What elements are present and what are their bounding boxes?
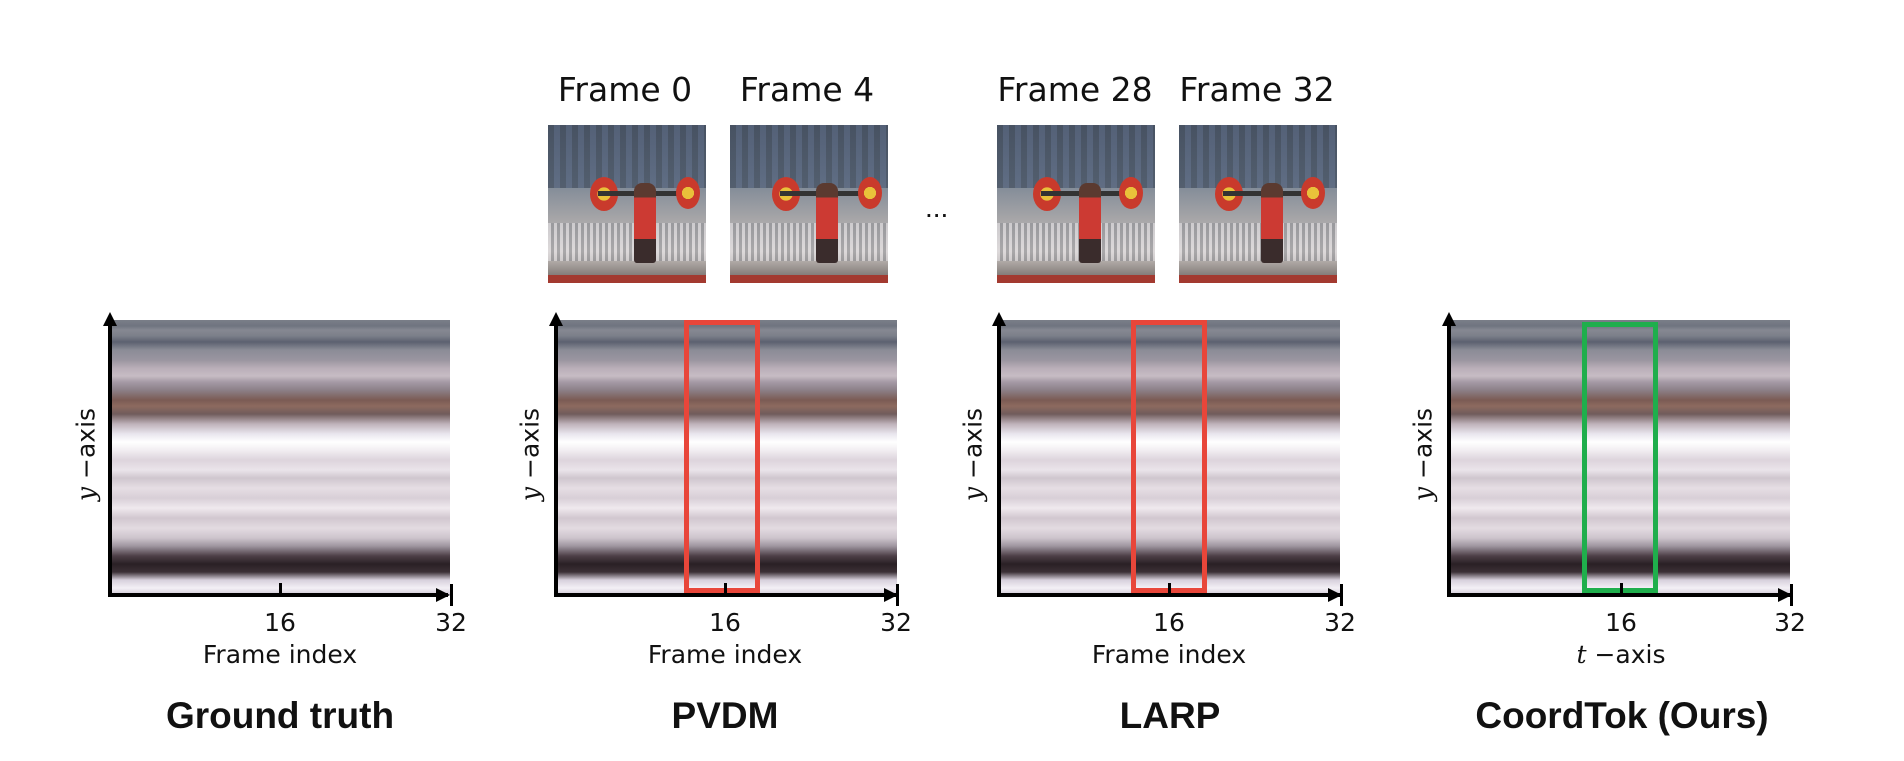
y-axis-label: y −axis — [71, 407, 101, 502]
frames-ellipsis: ... — [925, 192, 949, 223]
highlight-box — [684, 320, 760, 593]
tick-label-16: 16 — [1605, 608, 1637, 637]
x-axis-label: Frame index — [647, 640, 803, 669]
tick-label-32: 32 — [1324, 608, 1356, 637]
y-axis-line — [1447, 325, 1451, 597]
x-axis-label: t −axis — [1576, 640, 1666, 669]
x-tick-16 — [1168, 583, 1171, 597]
frame-thumbnail-0 — [548, 125, 706, 283]
x-axis-end-bar — [1340, 584, 1343, 606]
xt-slice-ground-truth — [110, 320, 450, 595]
x-axis-line — [1447, 593, 1790, 597]
y-axis-arrow-icon — [992, 312, 1006, 326]
panel-title: LARP — [1119, 695, 1221, 736]
xt-slice-pvdm — [557, 320, 897, 595]
x-axis-arrow-icon — [1778, 588, 1792, 602]
x-tick-16 — [1620, 583, 1623, 597]
y-axis-arrow-icon — [549, 312, 563, 326]
tick-label-32: 32 — [1774, 608, 1806, 637]
xt-slice-coordtok — [1450, 320, 1790, 595]
panel-title: CoordTok (Ours) — [1475, 695, 1769, 736]
x-axis-label: Frame index — [1091, 640, 1247, 669]
y-axis-label: y −axis — [1408, 407, 1438, 502]
tick-label-32: 32 — [435, 608, 467, 637]
y-axis-line — [108, 325, 112, 597]
tick-label-16: 16 — [1153, 608, 1185, 637]
tick-label-32: 32 — [880, 608, 912, 637]
y-axis-line — [554, 325, 558, 597]
frame-thumbnail-32 — [1179, 125, 1337, 283]
x-tick-16 — [724, 583, 727, 597]
frame-thumbnail-28 — [997, 125, 1155, 283]
tick-label-16: 16 — [264, 608, 296, 637]
highlight-box — [1131, 320, 1207, 593]
frame-label-32: Frame 32 — [1179, 70, 1335, 109]
x-axis-arrow-icon — [436, 588, 450, 602]
panel-title: Ground truth — [165, 695, 395, 736]
x-axis-line — [108, 593, 448, 597]
y-axis-label: y −axis — [515, 407, 545, 502]
x-axis-arrow-icon — [884, 588, 898, 602]
y-axis-line — [997, 325, 1001, 597]
tick-label-16: 16 — [709, 608, 741, 637]
x-axis-arrow-icon — [1328, 588, 1342, 602]
x-tick-16 — [279, 583, 282, 597]
frame-label-28: Frame 28 — [997, 70, 1153, 109]
xt-slice-larp — [1000, 320, 1340, 595]
y-axis-arrow-icon — [103, 312, 117, 326]
y-axis-label: y −axis — [958, 407, 988, 502]
frame-label-4: Frame 4 — [739, 70, 875, 109]
y-axis-arrow-icon — [1442, 312, 1456, 326]
x-axis-end-bar — [1790, 584, 1793, 606]
x-axis-end-bar — [450, 584, 453, 606]
frame-label-0: Frame 0 — [557, 70, 693, 109]
panel-title: PVDM — [671, 695, 779, 736]
x-axis-end-bar — [896, 584, 899, 606]
highlight-box — [1582, 322, 1658, 593]
frame-thumbnail-4 — [730, 125, 888, 283]
x-axis-label: Frame index — [202, 640, 358, 669]
